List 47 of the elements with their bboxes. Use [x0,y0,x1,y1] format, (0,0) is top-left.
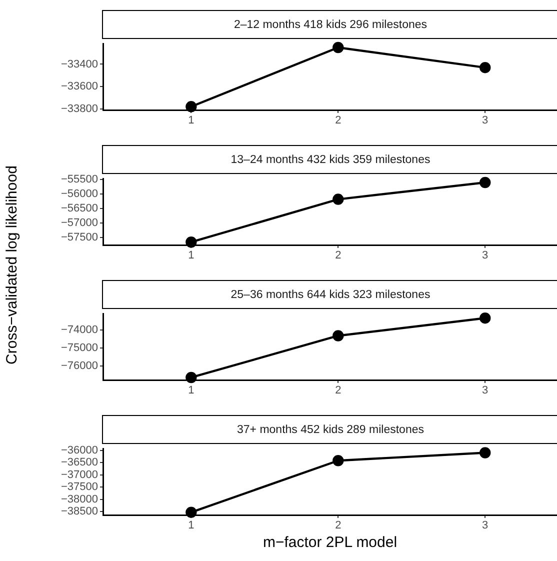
point [480,447,491,458]
chart-title: 13–24 months 432 kids 359 milestones [230,154,432,166]
x-tick-label: 3 [482,250,488,262]
y-tick-label: −36500 [60,456,98,469]
x-tick-label: 1 [188,384,194,397]
y-tick-label: −37000 [60,468,98,481]
point [332,455,344,466]
x-tick-label: 3 [482,114,488,127]
point [186,236,197,248]
y-tick-label: −56000 [60,188,98,200]
point [186,372,197,384]
chart-title: 25–36 months 644 kids 323 milestones [230,288,432,300]
y-axis-title: Cross−validated log likelihood [4,166,20,364]
point [332,330,344,342]
point [332,194,344,205]
point [332,42,344,54]
y-tick-label: −75000 [60,342,98,354]
x-tick-label: 1 [188,114,194,127]
x-tick-label: 1 [188,250,194,262]
point [480,312,491,324]
x-axis-title: m−factor 2PL model [262,534,398,551]
point [480,62,491,74]
x-tick-label: 2 [335,114,342,127]
y-tick-label: −33400 [60,58,98,70]
chart-title: 37+ months 452 kids 289 milestones [236,424,425,436]
point [186,506,197,518]
y-tick-label: −37500 [60,481,98,494]
y-tick-label: −33800 [60,102,98,115]
point [480,176,491,188]
y-tick-label: −74000 [60,324,98,336]
x-tick-label: 3 [482,384,488,397]
x-tick-label: 2 [335,384,342,397]
y-tick-label: −57500 [60,232,98,244]
x-tick-label: 3 [482,520,488,532]
x-tick-label: 2 [335,520,342,532]
point [186,101,197,112]
y-tick-label: −56500 [60,202,98,215]
y-tick-label: −38000 [60,493,98,506]
y-tick-label: −38500 [60,506,98,518]
x-tick-label: 1 [188,520,194,532]
y-tick-label: −33600 [60,80,98,93]
y-tick-label: −76000 [60,360,98,372]
y-tick-label: −55500 [60,174,98,186]
y-tick-label: −57000 [60,217,98,230]
chart-title: 2–12 months 418 kids 296 milestones [232,18,428,30]
y-tick-label: −36000 [60,444,98,456]
x-tick-label: 2 [335,250,342,262]
